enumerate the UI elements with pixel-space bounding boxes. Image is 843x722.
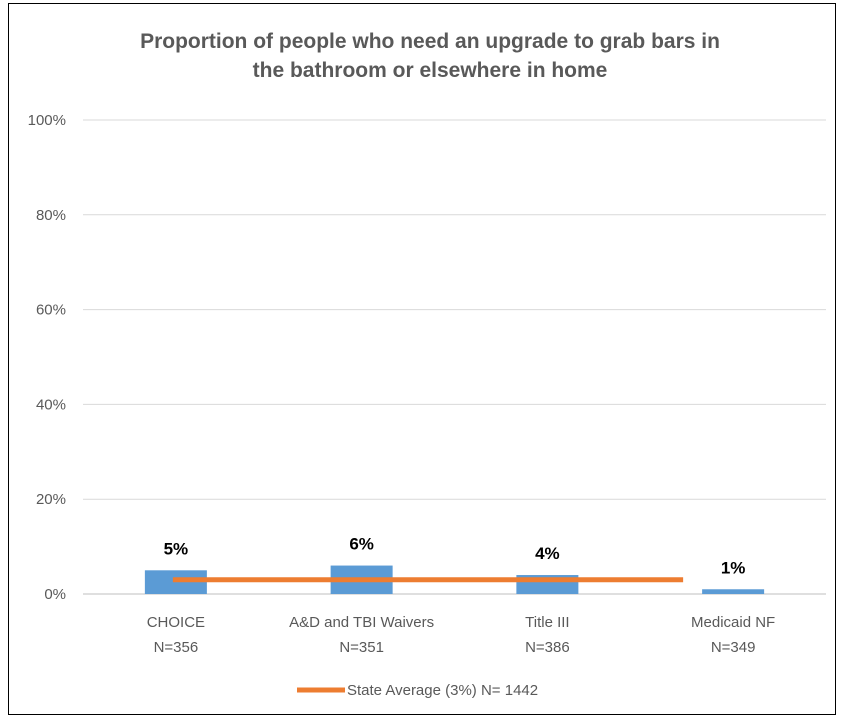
y-tick-label: 20%	[36, 491, 66, 508]
data-label: 1%	[721, 558, 746, 577]
bar	[702, 589, 765, 594]
y-tick-label: 60%	[36, 302, 66, 319]
chart-frame	[8, 3, 836, 715]
data-label: 6%	[349, 535, 374, 554]
x-category-n-label: N=386	[525, 639, 570, 656]
chart-title-line-2: the bathroom or elsewhere in home	[252, 59, 608, 82]
x-category-n-label: N=356	[154, 639, 199, 656]
x-category-label: A&D and TBI Waivers	[289, 614, 434, 631]
y-tick-label: 100%	[28, 112, 66, 129]
data-label: 4%	[535, 544, 560, 563]
y-tick-label: 0%	[44, 586, 66, 603]
x-category-label: Title III	[525, 614, 569, 631]
x-category-n-label: N=351	[339, 639, 384, 656]
chart-title-line-1: Proportion of people who need an upgrade…	[140, 30, 720, 53]
chart-title: Proportion of people who need an upgrade…	[60, 27, 800, 85]
x-category-label: CHOICE	[147, 614, 205, 631]
y-tick-label: 40%	[36, 396, 66, 413]
data-label: 5%	[164, 539, 189, 558]
x-category-n-label: N=349	[711, 639, 756, 656]
x-category-label: Medicaid NF	[691, 614, 775, 631]
legend-label: State Average (3%) N= 1442	[347, 682, 538, 699]
y-tick-label: 80%	[36, 207, 66, 224]
